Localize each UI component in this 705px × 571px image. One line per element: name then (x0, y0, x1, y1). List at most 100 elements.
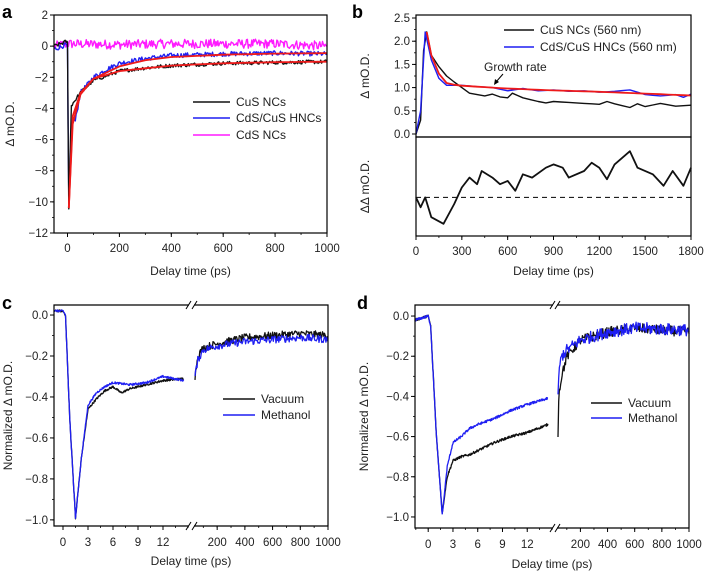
y-tick-label: −4 (35, 103, 49, 115)
y-axis-label: Δ mO.D. (358, 53, 372, 98)
x-tick-label: 800 (291, 537, 310, 549)
axis-break-mark (549, 523, 556, 533)
series-line-vacuum-segment-2 (194, 330, 329, 380)
series-line-methanol-segment-2 (557, 321, 690, 395)
x-tick-label: 400 (162, 243, 181, 255)
difference-line (415, 150, 692, 225)
y-axis-label: Δ mO.D. (3, 101, 17, 146)
annotation-growth-rate: Growth rate (484, 60, 547, 74)
x-tick-label: 1800 (678, 246, 704, 258)
x-tick-label: 9 (135, 537, 141, 549)
x-tick-label: 600 (263, 537, 282, 549)
x-tick-label: 12 (157, 537, 170, 549)
y-tick-label: −0.8 (25, 474, 48, 486)
x-axis-label: Delay time (ps) (513, 264, 594, 278)
x-tick-label: 1500 (632, 246, 658, 258)
x-tick-label: 0 (64, 243, 70, 255)
axis-break-mark (185, 521, 192, 531)
series-line-fit (425, 31, 691, 97)
x-tick-label: 900 (544, 246, 563, 258)
y-tick-label: −0.8 (386, 472, 409, 484)
y-tick-label: −0.4 (25, 392, 48, 404)
panel-letter-b: b (352, 2, 363, 22)
y-tick-label: 2.5 (394, 13, 410, 25)
x-tick-label: 400 (598, 539, 617, 551)
x-tick-label: 300 (452, 246, 471, 258)
plot-frame (414, 304, 690, 529)
axis-break-mark (549, 300, 556, 310)
series-line-methanol-segment-1 (414, 314, 549, 515)
y-tick-label: −6 (35, 135, 48, 147)
x-tick-label: 12 (521, 539, 534, 551)
legend-label: Vacuum (628, 396, 671, 410)
series-line-cds-ncs (54, 38, 327, 51)
plot-frame (53, 304, 329, 527)
axis-break-mark (554, 523, 561, 533)
axis-break-mark (191, 521, 198, 531)
y-tick-label: 0.0 (393, 311, 409, 323)
y-tick-label: 0.5 (394, 106, 410, 118)
x-axis-label: Delay time (ps) (512, 557, 593, 571)
series-line-cds-cus-fit (67, 52, 327, 209)
x-tick-label: 1200 (587, 246, 613, 258)
y-tick-label: −0.4 (386, 391, 409, 403)
x-tick-label: 9 (499, 539, 505, 551)
y-tick-label: 0.0 (394, 129, 410, 141)
legend-label: CdS/CuS HNCs (560 nm) (540, 40, 677, 54)
x-tick-label: 200 (208, 537, 227, 549)
x-tick-label: 0 (413, 246, 419, 258)
legend-label: CdS NCs (236, 128, 286, 142)
x-axis-label: Delay time (ps) (150, 264, 231, 278)
x-tick-label: 200 (110, 243, 129, 255)
x-tick-label: 6 (110, 537, 116, 549)
x-tick-label: 3 (85, 537, 91, 549)
panel-letter-d: d (357, 293, 368, 313)
legend-label: Methanol (628, 411, 677, 425)
y-tick-label: 2 (42, 10, 48, 22)
series-line-methanol-segment-2 (194, 333, 329, 377)
x-tick-label: 800 (266, 243, 285, 255)
x-tick-label: 1000 (314, 243, 340, 255)
y-tick-label: 1.5 (394, 59, 410, 71)
series-line-cus-ncs-nm- (416, 31, 691, 135)
y-tick-label: −12 (28, 228, 48, 240)
x-tick-label: 0 (60, 537, 66, 549)
axis-break-mark (554, 300, 561, 310)
axis-break-mark (191, 300, 198, 310)
y-tick-label: −0.2 (386, 351, 409, 363)
panel-letter-a: a (2, 2, 13, 22)
x-tick-label: 1000 (676, 539, 702, 551)
legend-label: CuS NCs (560 nm) (540, 23, 641, 37)
axis-break-mark (185, 300, 192, 310)
y-tick-label: 0.0 (32, 310, 48, 322)
y-tick-label: 0 (42, 41, 48, 53)
legend-label: Methanol (261, 408, 310, 422)
x-tick-label: 600 (625, 539, 644, 551)
y-tick-label: −2 (35, 72, 48, 84)
x-tick-label: 0 (425, 539, 431, 551)
y-tick-label: −0.2 (25, 351, 48, 363)
x-tick-label: 3 (450, 539, 456, 551)
x-tick-label: 6 (475, 539, 481, 551)
legend-label: Vacuum (261, 392, 304, 406)
y-tick-label: 1.0 (394, 83, 410, 95)
x-axis-label: Delay time (ps) (151, 554, 232, 568)
x-tick-label: 600 (214, 243, 233, 255)
legend-label: CuS NCs (236, 95, 286, 109)
plot-frame (53, 14, 328, 234)
x-tick-label: 800 (652, 539, 671, 551)
y-tick-label: −10 (28, 197, 48, 209)
y-tick-label: −1.0 (386, 512, 409, 524)
y-tick-label: −0.6 (386, 432, 409, 444)
y-tick-label: 2.0 (394, 36, 410, 48)
difference-y-axis-label: ΔΔ mO.D. (358, 160, 372, 213)
y-tick-label: −1.0 (25, 515, 48, 527)
series-line-cus-fit (67, 60, 327, 209)
legend-label: CdS/CuS HNCs (236, 111, 321, 125)
x-tick-label: 1000 (315, 537, 341, 549)
y-tick-label: −0.6 (25, 433, 48, 445)
y-tick-label: −8 (35, 166, 48, 178)
annotation-arrowhead (494, 79, 499, 85)
